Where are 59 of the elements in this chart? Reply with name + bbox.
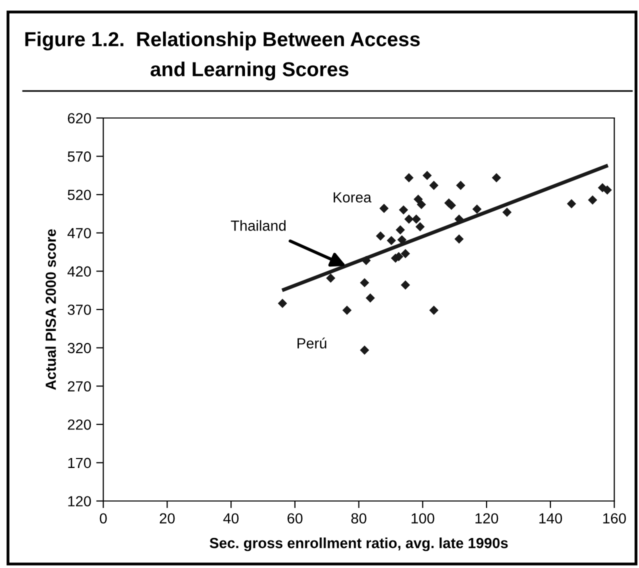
point [602, 185, 612, 195]
y-tick-label: 270 [68, 381, 91, 392]
annotation: Korea [334, 192, 372, 202]
point [454, 234, 464, 244]
point [396, 225, 405, 234]
point [588, 195, 598, 205]
point [422, 170, 432, 180]
point [326, 273, 336, 283]
point [404, 173, 414, 182]
point [362, 256, 371, 266]
point [492, 173, 502, 182]
point [398, 205, 408, 215]
point [502, 208, 512, 217]
x-tick-label: 0 [100, 513, 107, 524]
point [376, 231, 386, 241]
y-tick-label: 420 [68, 266, 91, 277]
y-tick-label: 520 [68, 190, 91, 200]
point [456, 180, 466, 190]
y-tick-label: 120 [68, 496, 91, 506]
point [360, 278, 370, 288]
x-axis-title: Sec. gross enrollment ratio, avg. late 1990s [210, 538, 508, 552]
x-tick-label: 40 [223, 513, 239, 524]
y-tick-label: 370 [68, 304, 91, 315]
point [342, 306, 352, 315]
point [416, 200, 426, 210]
point [416, 222, 425, 232]
point [360, 345, 370, 355]
point [379, 204, 389, 213]
point [446, 200, 456, 210]
x-tick-label: 20 [160, 513, 175, 524]
x-tick-label: 100 [412, 513, 434, 524]
x-tick-label: 140 [539, 513, 562, 524]
x-tick-label: 120 [475, 513, 498, 524]
point [404, 214, 414, 224]
y-tick-label: 470 [68, 228, 91, 238]
annotation: Perú [298, 338, 326, 348]
point [414, 194, 423, 204]
point [386, 236, 396, 246]
point [397, 235, 407, 244]
y-axis-title: Actual PISA 2000 score [45, 229, 56, 390]
x-tick-label: 160 [603, 513, 626, 524]
y-tick-label: 620 [68, 113, 91, 124]
annotation: Thailand [230, 220, 286, 231]
y-tick-label: 570 [68, 151, 91, 162]
point [400, 248, 410, 258]
point [278, 298, 288, 308]
y-tick-label: 170 [68, 458, 91, 468]
point [566, 199, 576, 208]
point [429, 180, 438, 190]
chart-title: Figure 1.2. Relationship Between Access and Learning Scores [25, 32, 420, 80]
point [400, 280, 410, 290]
y-tick-label: 220 [68, 420, 91, 430]
x-tick-label: 60 [288, 513, 302, 524]
point [366, 293, 375, 303]
point [412, 214, 421, 224]
point [472, 204, 482, 214]
x-tick-label: 80 [351, 513, 366, 524]
point [429, 306, 438, 315]
y-tick-label: 320 [68, 342, 91, 354]
